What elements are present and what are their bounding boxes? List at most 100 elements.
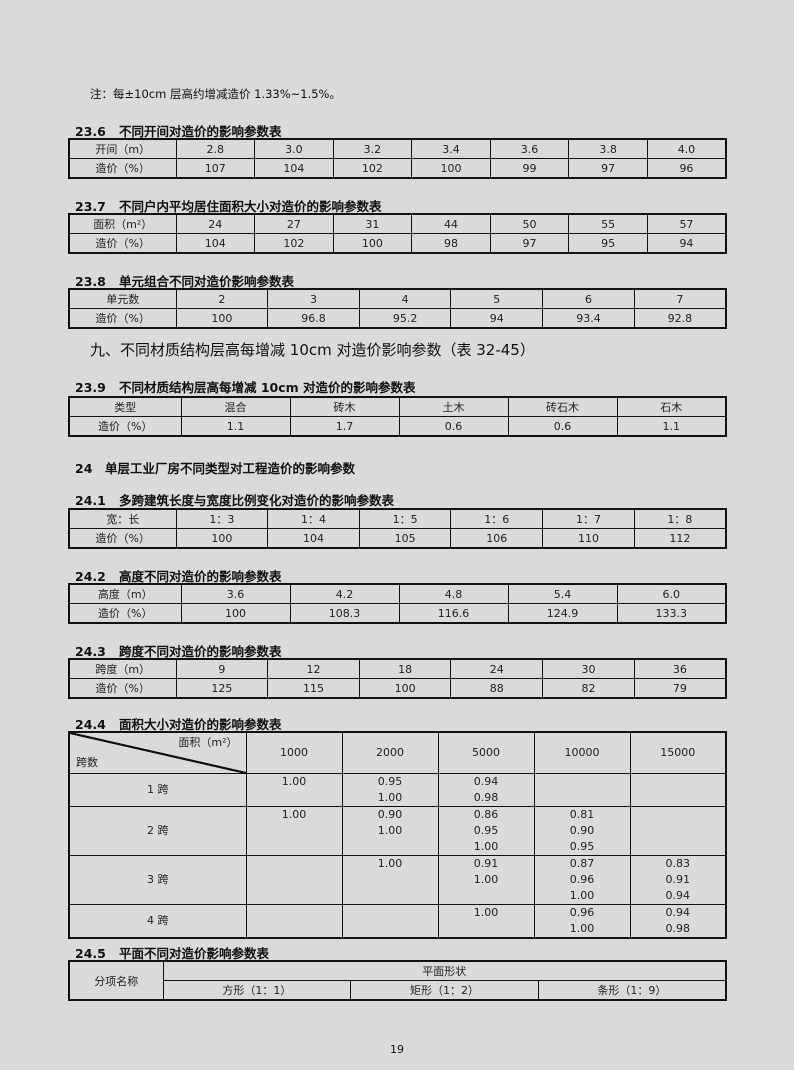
table-cell: 31 (332, 213, 413, 234)
table-cell: 30 (542, 658, 635, 679)
table-row: 宽：长 1：3 1：4 1：5 1：6 1：7 1：8 (68, 508, 727, 529)
table-cell: 4.8 (398, 583, 509, 604)
table-cell (341, 904, 439, 939)
table-cell: 50 (489, 213, 570, 234)
table-cell: 混合 (180, 396, 291, 417)
table-23-6: 开间（m） 2.8 3.0 3.2 3.4 3.6 3.8 4.0 造价（%） 107 104 102… (68, 138, 727, 179)
table-title-24-2: 24.2 高度不同对造价的影响参数表 (75, 566, 282, 585)
table-cell: 6 (542, 288, 635, 309)
cell-value: 0.91 (665, 873, 691, 886)
cell-value: 0.81 (569, 808, 595, 821)
table-23-9: 类型 混合 砖木 土木 砖石木 石木 造价（%） 1.1 1.7 0.6 0.6 1.1 (68, 396, 727, 437)
table-cell: 95.2 (358, 308, 452, 329)
table-cell: 3.4 (411, 138, 491, 159)
cell-value: 0.98 (473, 791, 499, 804)
cell-value: 1.00 (281, 808, 307, 821)
table-cell: 砖木 (289, 396, 400, 417)
corner-top-label: 面积（m²） (178, 736, 238, 749)
table-cell: 115 (267, 678, 360, 699)
table-cell: 4.2 (289, 583, 400, 604)
table-cell: 97 (568, 158, 648, 179)
row-label: 1 跨 (68, 773, 247, 807)
table-cell: 1.1 (616, 416, 727, 437)
row-header: 分项名称 (68, 960, 164, 1001)
table-row: 单元数 2 3 4 5 6 7 (68, 288, 727, 309)
table-cell: 2 (175, 288, 269, 309)
table-cell: 5 (450, 288, 544, 309)
table-24-4: 面积（m²） 跨数 1000 2000 5000 10000 15000 1 跨 1… (68, 731, 727, 939)
table-cell: 88 (450, 678, 544, 699)
section-number: 24 (75, 461, 93, 476)
table-24-3: 跨度（m） 9 12 18 24 30 36 造价（%） 125 115 100 88 82 79 (68, 658, 727, 699)
table-row: 造价（%） 100 108.3 116.6 124.9 133.3 (68, 603, 727, 624)
table-cell: 1.00 (245, 806, 343, 856)
table-cell: 112 (633, 528, 727, 549)
table-cell: 110 (542, 528, 635, 549)
table-title-24-4: 24.4 面积大小对造价的影响参数表 (75, 714, 282, 733)
table-row: 3 跨 1.00 0.91 1.00 0.87 0.96 1.00 0.83 0.91 0.94 (68, 855, 727, 905)
table-row: 造价（%） 100 104 105 106 110 112 (68, 528, 727, 549)
table-cell: 砖石木 (507, 396, 618, 417)
title-text: 单层工业厂房不同类型对工程造价的影响参数 (105, 461, 356, 476)
table-cell: 92.8 (633, 308, 727, 329)
table-cell (245, 904, 343, 939)
row-label: 3 跨 (68, 855, 247, 905)
table-cell: 4 (358, 288, 452, 309)
table-row: 造价（%） 104 102 100 98 97 95 94 (68, 233, 727, 254)
table-cell: 116.6 (398, 603, 509, 624)
table-row: 4 跨 1.00 0.96 1.00 0.94 0.98 (68, 904, 727, 939)
table-cell: 82 (542, 678, 635, 699)
table-cell: 0.90 1.00 (341, 806, 439, 856)
table-cell: 1.00 (245, 773, 343, 807)
table-title-23-8: 23.8 单元组合不同对造价影响参数表 (75, 271, 294, 290)
table-cell: 0.86 0.95 1.00 (437, 806, 535, 856)
table-cell: 24 (175, 213, 256, 234)
cell-value: 0.90 (569, 824, 595, 837)
table-cell: 98 (411, 233, 491, 254)
table-cell: 0.95 1.00 (341, 773, 439, 807)
table-title-24-1: 24.1 多跨建筑长度与宽度比例变化对造价的影响参数表 (75, 490, 394, 509)
column-header: 15000 (629, 731, 727, 774)
cell-value: 0.96 (569, 873, 595, 886)
table-cell: 石木 (616, 396, 727, 417)
table-cell: 0.91 1.00 (437, 855, 535, 905)
table-cell: 1：5 (358, 508, 452, 529)
table-cell: 100 (332, 233, 413, 254)
table-cell (533, 773, 631, 807)
table-cell: 0.6 (398, 416, 509, 437)
table-cell: 99 (489, 158, 570, 179)
table-cell: 3.6 (180, 583, 291, 604)
table-cell: 0.83 0.91 0.94 (629, 855, 727, 905)
row-label: 造价（%） (68, 678, 177, 699)
cell-value: 0.96 (569, 906, 595, 919)
table-cell: 3.8 (568, 138, 648, 159)
table-23-8: 单元数 2 3 4 5 6 7 造价（%） 100 96.8 95.2 94 93.4 92.8 (68, 288, 727, 329)
table-row: 面积（m²） 24 27 31 44 50 55 57 (68, 213, 727, 234)
table-cell: 3.0 (254, 138, 334, 159)
table-23-7: 面积（m²） 24 27 31 44 50 55 57 造价（%） 104 102 100 98 97 95… (68, 213, 727, 254)
table-cell: 0.81 0.90 0.95 (533, 806, 631, 856)
table-cell: 3.6 (489, 138, 570, 159)
table-cell: 1.00 (341, 855, 439, 905)
row-label: 跨度（m） (68, 658, 177, 679)
section-heading-9: 九、不同材质结构层高每增减 10cm 对造价影响参数（表 32-45） (90, 341, 535, 359)
table-cell: 44 (411, 213, 491, 234)
row-label: 类型 (68, 396, 182, 417)
row-label: 2 跨 (68, 806, 247, 856)
note: 注：每±10cm 层高约增减造价 1.33%~1.5%。 (90, 87, 341, 101)
table-cell: 79 (633, 678, 727, 699)
table-cell: 94 (646, 233, 727, 254)
table-24-5: 分项名称 平面形状 方形（1：1） 矩形（1：2） 条形（1：9） (68, 960, 727, 1001)
cell-value: 1.00 (569, 889, 595, 902)
table-cell: 27 (254, 213, 334, 234)
row-label: 单元数 (68, 288, 177, 309)
table-row: 跨度（m） 9 12 18 24 30 36 (68, 658, 727, 679)
table-cell: 3.2 (332, 138, 413, 159)
table-cell: 104 (267, 528, 360, 549)
row-label: 开间（m） (68, 138, 177, 159)
table-24-1: 宽：长 1：3 1：4 1：5 1：6 1：7 1：8 造价（%） 100 104 105 106 11… (68, 508, 727, 549)
table-cell: 97 (489, 233, 570, 254)
table-cell: 100 (411, 158, 491, 179)
cell-value: 1.00 (473, 840, 499, 853)
